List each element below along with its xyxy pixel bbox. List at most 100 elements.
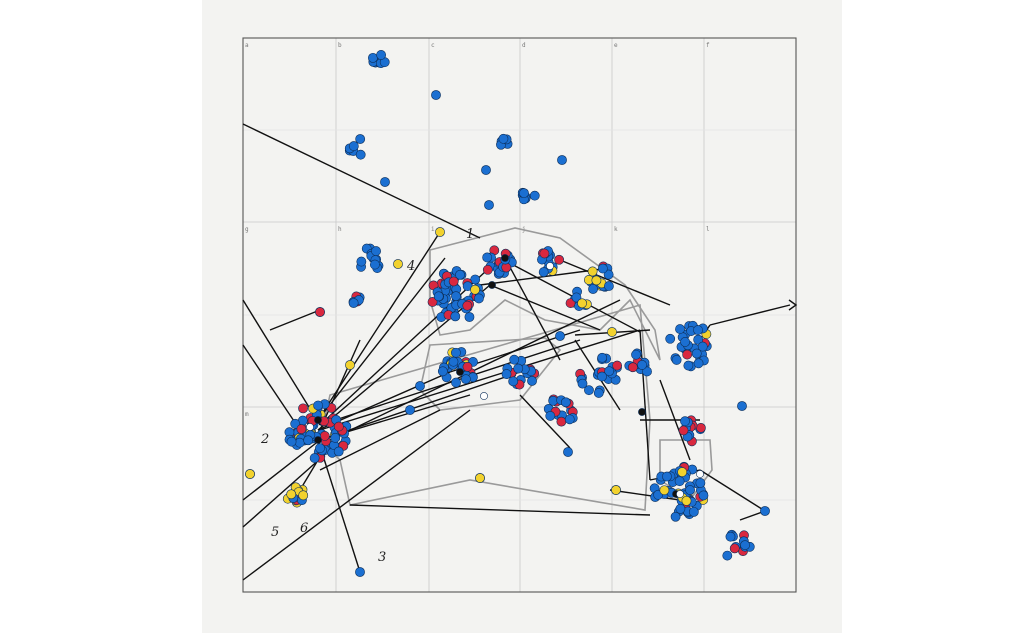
hub-node-open xyxy=(676,490,684,498)
edge-line xyxy=(699,469,766,512)
node-point xyxy=(501,369,512,379)
edge-line xyxy=(242,439,321,501)
edge-line xyxy=(499,257,641,333)
grid-cell-a: a xyxy=(245,42,249,49)
node-point xyxy=(631,349,641,360)
node-point xyxy=(355,134,366,144)
node-point xyxy=(513,363,524,374)
node-point xyxy=(462,300,473,311)
node-point xyxy=(603,281,614,291)
node-point xyxy=(612,360,623,371)
node-point xyxy=(470,284,480,295)
node-point xyxy=(298,490,309,501)
node-point xyxy=(693,325,703,335)
node-point xyxy=(448,276,459,287)
edge-line xyxy=(489,284,601,331)
edge-line xyxy=(317,439,361,573)
node-point xyxy=(462,361,473,372)
edge-line xyxy=(329,299,621,441)
grid-cell-g: g xyxy=(245,226,249,233)
node-points xyxy=(245,50,770,577)
hub-node xyxy=(314,436,322,444)
node-point xyxy=(722,550,733,561)
node-point xyxy=(577,298,587,309)
edge-line xyxy=(709,304,791,326)
node-point xyxy=(611,485,621,495)
node-point xyxy=(369,259,380,270)
grid-cell-i: i xyxy=(431,226,435,233)
hub-node-open xyxy=(696,470,704,478)
node-point xyxy=(556,416,567,427)
grid-cell-b: b xyxy=(338,42,342,49)
node-point xyxy=(415,381,425,391)
hub-node xyxy=(488,281,496,289)
edge-line xyxy=(349,504,651,516)
cluster-label-2: 2 xyxy=(260,432,269,447)
node-point xyxy=(691,348,702,359)
node-point xyxy=(455,269,465,280)
node-point xyxy=(303,435,314,446)
node-point xyxy=(677,467,688,477)
edge-line xyxy=(609,489,681,501)
node-point xyxy=(286,489,297,500)
node-point xyxy=(333,446,344,457)
grid-cell-e: e xyxy=(614,42,618,49)
node-point xyxy=(725,531,736,542)
node-point xyxy=(597,352,608,363)
hub-node xyxy=(638,408,646,416)
node-point xyxy=(481,165,491,175)
node-point xyxy=(433,291,444,302)
edge-line xyxy=(319,329,641,431)
edge-line xyxy=(319,339,361,431)
node-point xyxy=(659,485,670,496)
node-point xyxy=(529,190,540,201)
cluster-label-3: 3 xyxy=(378,550,386,565)
node-point xyxy=(682,349,693,360)
edge-arrowhead xyxy=(788,299,798,311)
node-point xyxy=(674,476,685,487)
edge-line xyxy=(559,259,671,306)
node-point xyxy=(680,416,690,427)
node-point xyxy=(593,388,604,398)
node-point xyxy=(451,377,461,388)
cluster-label-1: 1 xyxy=(466,227,474,242)
node-point xyxy=(482,252,493,263)
node-point xyxy=(296,424,307,434)
node-point xyxy=(348,141,359,151)
hull-upper xyxy=(429,227,661,361)
node-point xyxy=(665,333,676,344)
node-point xyxy=(555,331,565,341)
cluster-label-4: 4 xyxy=(406,259,415,274)
node-point xyxy=(519,188,529,199)
edge-line xyxy=(317,257,446,421)
node-point xyxy=(435,227,445,237)
grid-cell-d: d xyxy=(522,42,526,49)
node-point xyxy=(448,356,459,367)
node-point xyxy=(245,469,255,479)
grid-cell-m: m xyxy=(245,411,249,418)
node-point xyxy=(693,334,704,345)
edge-line xyxy=(242,123,481,239)
node-point xyxy=(565,298,576,308)
edge-line xyxy=(504,257,561,361)
node-point xyxy=(376,50,387,60)
node-point xyxy=(591,275,602,286)
node-point xyxy=(345,360,355,370)
grid-cell-f: f xyxy=(706,42,710,49)
node-point xyxy=(498,133,509,144)
node-point xyxy=(545,411,556,421)
node-point xyxy=(693,358,704,369)
node-point xyxy=(294,437,305,448)
node-point xyxy=(538,267,549,277)
node-point xyxy=(451,291,461,302)
node-point xyxy=(330,432,341,443)
node-point xyxy=(662,471,672,482)
grid-cell-h: h xyxy=(338,226,342,233)
node-point xyxy=(484,200,494,210)
grid-cell-k: k xyxy=(614,226,618,233)
node-point xyxy=(604,366,615,377)
node-point xyxy=(670,511,681,522)
node-point xyxy=(740,540,750,551)
node-point xyxy=(675,324,685,334)
